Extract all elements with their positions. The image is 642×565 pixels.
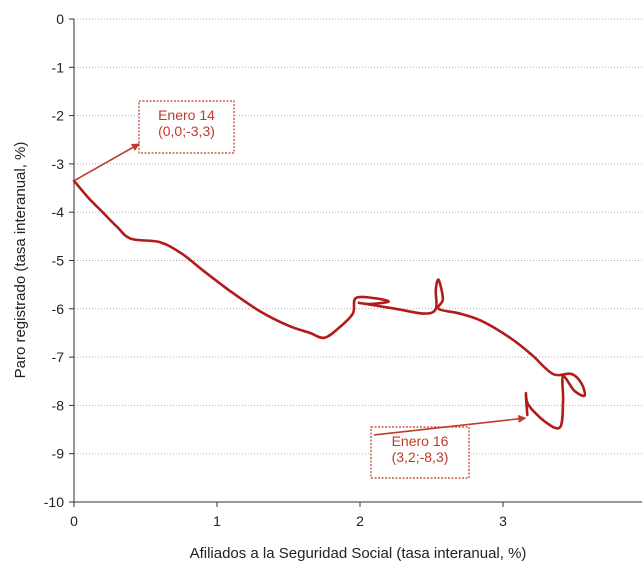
annotation-label: Enero 16 (392, 433, 449, 449)
y-tick-label: -2 (52, 108, 65, 124)
x-tick-label: 2 (356, 513, 364, 529)
annotations-layer: Enero 14(0,0;-3,3) Enero 16(3,2;-8,3) (73, 100, 527, 479)
y-tick-label: -5 (52, 253, 65, 269)
y-tick-label: -9 (52, 446, 65, 462)
annotation-label: Enero 14 (158, 107, 215, 123)
x-tick-label: 1 (213, 513, 221, 529)
annotation-box (370, 426, 470, 479)
x-axis-title: Afiliados a la Seguridad Social (tasa in… (190, 545, 527, 562)
y-tick-labels: 0 -1 -2 -3 -4 -5 -6 -7 -8 -9 -10 (44, 11, 64, 510)
gridlines (74, 18, 642, 455)
y-tick-label: -7 (52, 349, 65, 365)
annotation-arrow (73, 143, 140, 182)
y-tick-label: -6 (52, 301, 65, 317)
annotation-box (138, 100, 235, 154)
y-tick-label: -10 (44, 494, 64, 510)
y-tick-label: -4 (52, 204, 65, 220)
series-line (72, 179, 587, 430)
series-layer (72, 179, 587, 430)
y-tick-label: -1 (52, 59, 65, 75)
axes (69, 18, 642, 507)
y-tick-label: 0 (56, 11, 64, 27)
x-tick-labels: 01234 (70, 513, 507, 529)
annotation-label: (3,2;-8,3) (392, 449, 449, 465)
annotation-label: (0,0;-3,3) (158, 123, 215, 139)
y-tick-label: -8 (52, 397, 65, 413)
x-tick-label: 3 (499, 513, 507, 529)
x-tick-label: 0 (70, 513, 78, 529)
y-axis-title: Paro registrado (tasa interanual, %) (12, 142, 29, 379)
annotation-arrow (373, 414, 527, 436)
y-tick-label: -3 (52, 156, 65, 172)
